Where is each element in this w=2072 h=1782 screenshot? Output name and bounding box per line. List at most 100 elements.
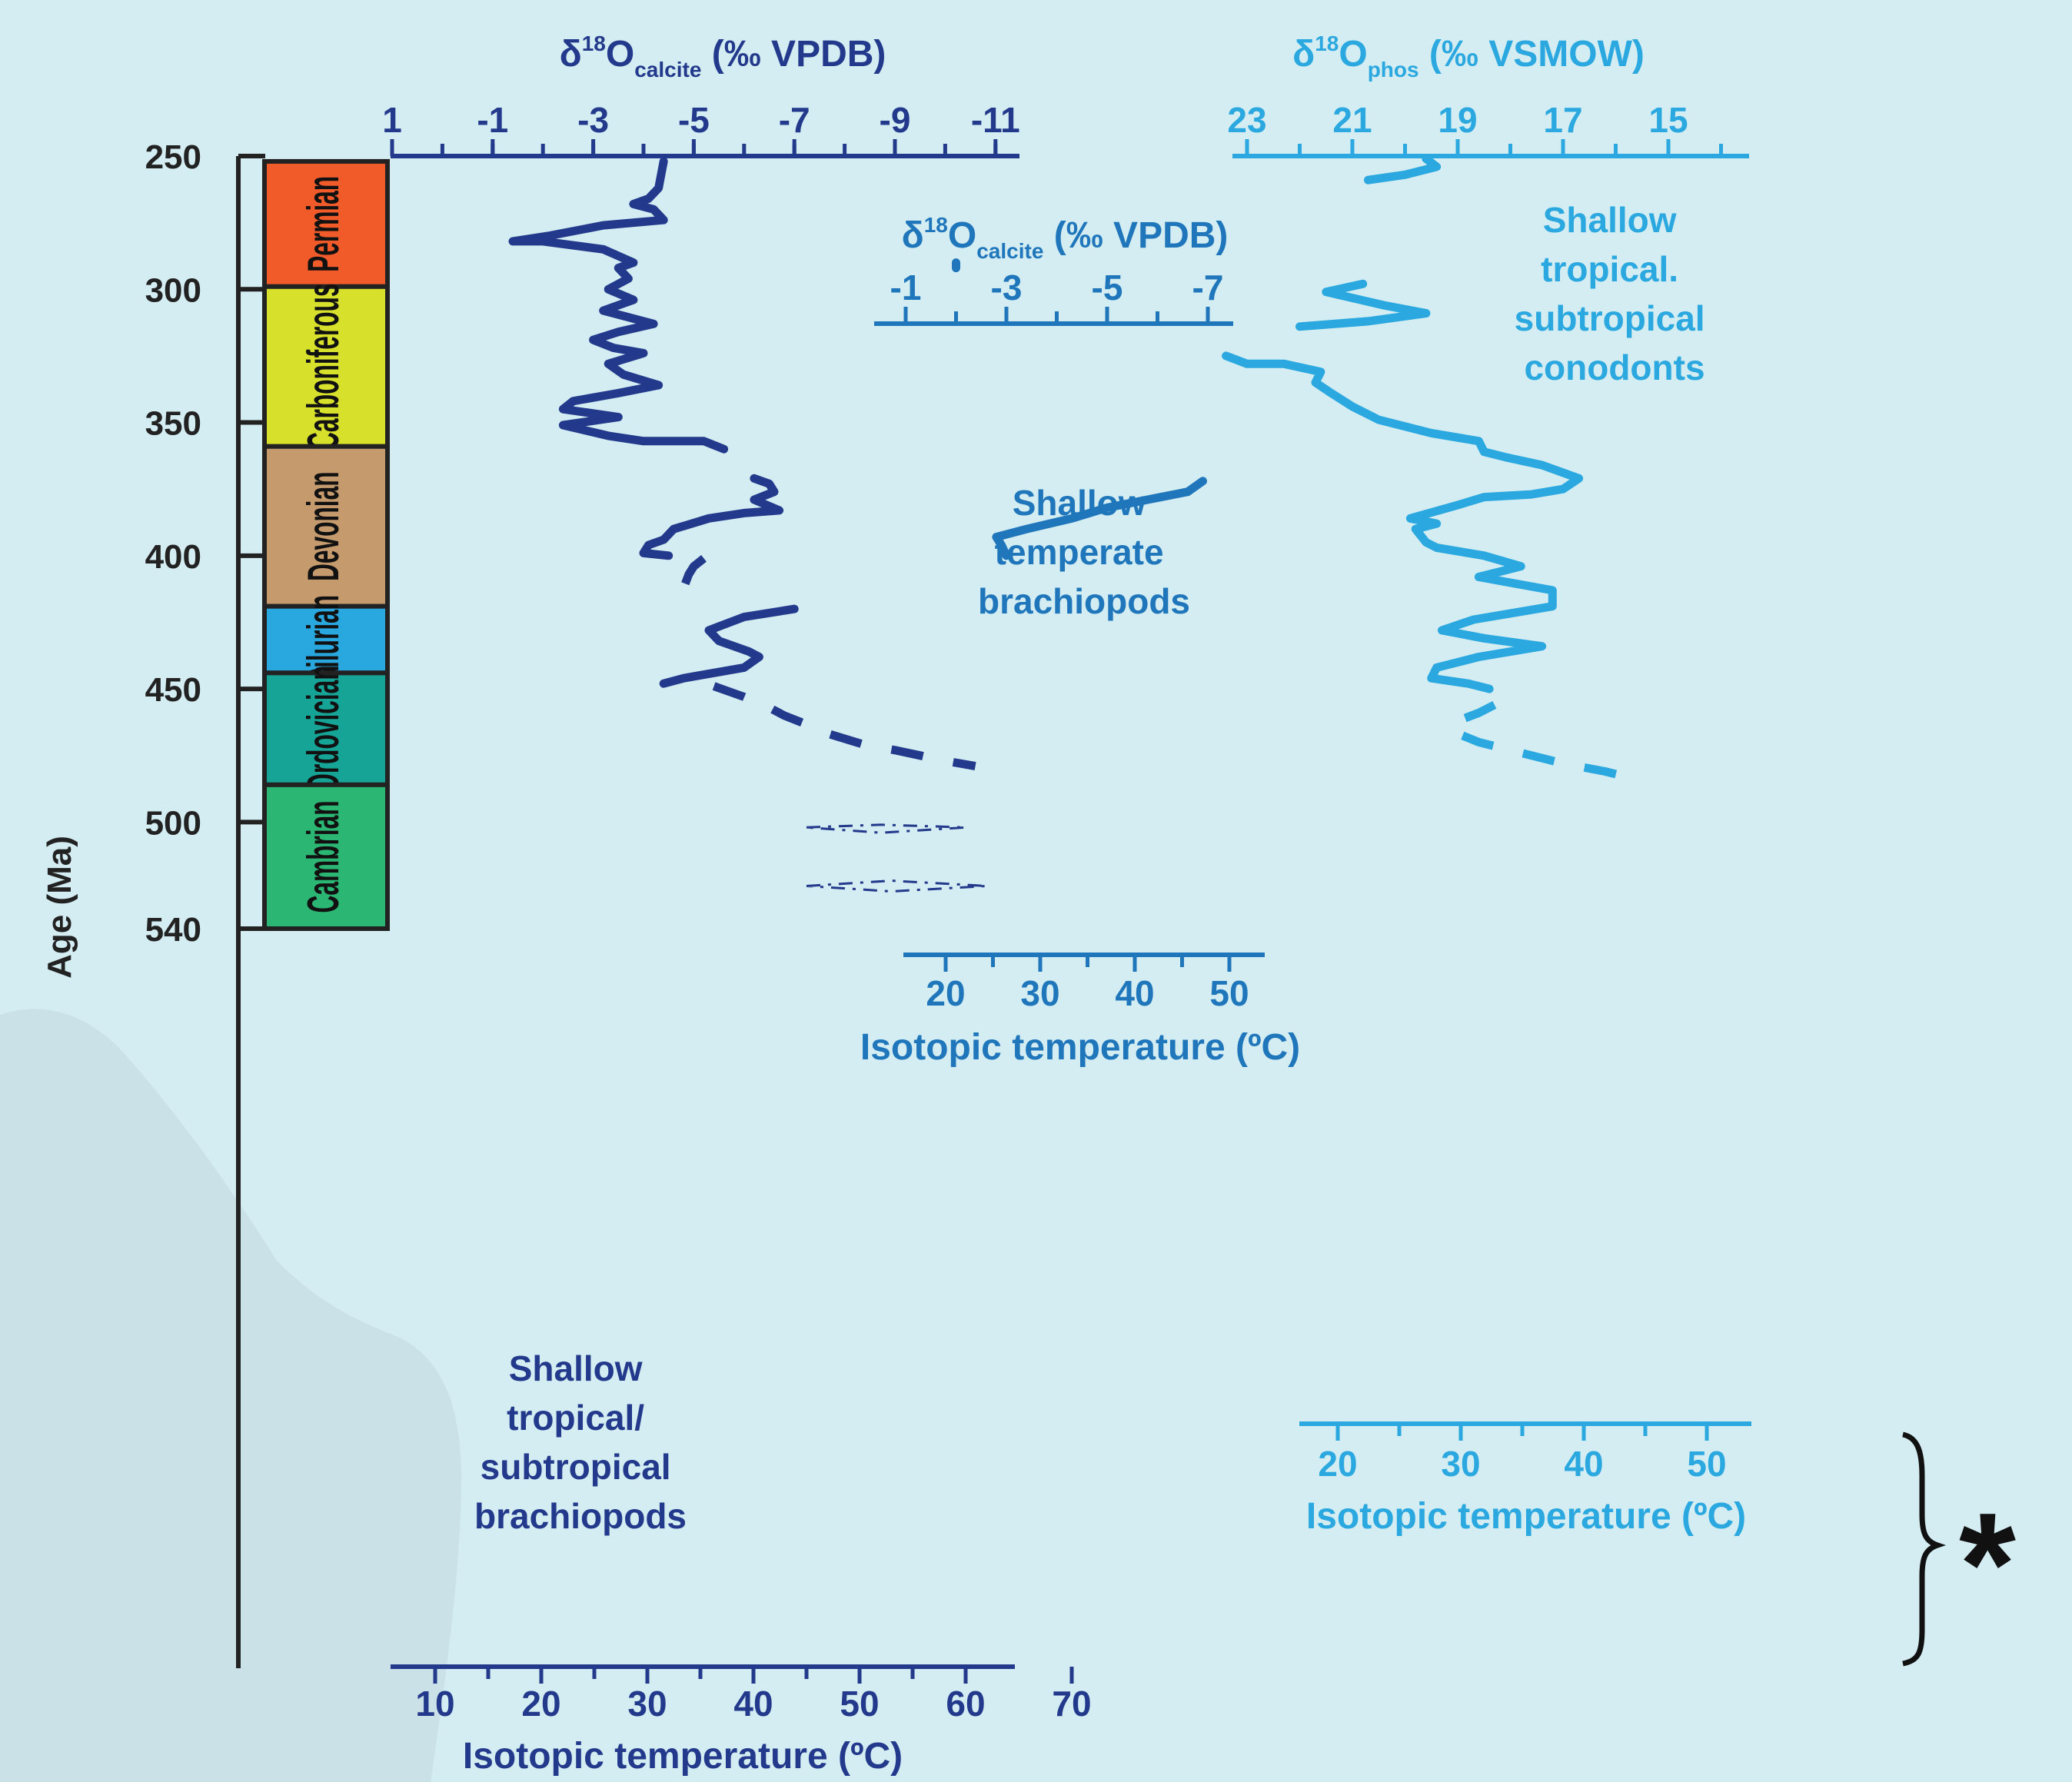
- axis-title-units: (‰ VPDB): [701, 34, 886, 75]
- axis-title-subscript: calcite: [976, 239, 1043, 263]
- tick-label: -3: [577, 100, 609, 140]
- tick-label: -3: [991, 268, 1023, 308]
- tick-label: 30: [627, 1684, 667, 1724]
- cambrian-brace: [1902, 1431, 1947, 1667]
- axis-title: δ18Ocalcite (‰ VPDB): [560, 32, 886, 81]
- tick-label: 40: [733, 1684, 773, 1724]
- axis-title: Isotopic temperature (ºC): [860, 1027, 1300, 1068]
- tick-label: 40: [1115, 973, 1154, 1013]
- tick-label: -1: [890, 268, 922, 308]
- tropical-brachiopods-label: Shallow tropical/ subtropical brachiopod…: [474, 1348, 687, 1536]
- period-label-ordovician: Ordovician: [298, 665, 348, 792]
- period-label-permian: Permian: [298, 176, 348, 272]
- axis-title-subscript: phos: [1368, 58, 1419, 81]
- data-curve-dashed: [1448, 700, 1638, 784]
- tick-label: 50: [1209, 973, 1249, 1013]
- period-label-cambrian: Cambrian: [298, 800, 348, 913]
- age-tick-label: 500: [145, 804, 201, 842]
- data-curve-solid: [508, 157, 729, 454]
- label-line: brachiopods: [978, 581, 1190, 621]
- period-box-ordovician: [262, 670, 390, 787]
- data-curve-dashed: [712, 682, 976, 771]
- axis-title-superscript: 18: [924, 213, 948, 237]
- age-tick-label: 250: [145, 138, 201, 176]
- tick-label: 50: [1687, 1444, 1726, 1484]
- tick-label: -5: [1092, 268, 1123, 308]
- tick-label: -11: [971, 100, 1020, 140]
- tick-label: 20: [926, 973, 965, 1013]
- tick-label: 21: [1332, 100, 1372, 140]
- period-box-permian: [262, 158, 390, 289]
- background-map-silhouette: [0, 1009, 461, 1782]
- data-curve-solid: [1364, 155, 1442, 185]
- temperate-brachiopod-panel: -1 -3 -5 -7 δ18Ocalcite (‰ VPDB) 20 30 40 50 Isot…: [860, 213, 1300, 1068]
- axis-title: δ18Ophos (‰ VSMOW): [1292, 32, 1645, 81]
- conodonts-label: Shallow tropical. subtropical conodonts: [1515, 200, 1715, 387]
- axis-title: Isotopic temperature (ºC): [463, 1736, 903, 1777]
- label-line: tropical.: [1541, 249, 1678, 289]
- label-line: Shallow: [1543, 200, 1677, 240]
- data-curve-dashed: [680, 554, 707, 590]
- label-line: Shallow: [509, 1348, 643, 1388]
- data-curve-solid: [659, 604, 799, 688]
- age-tick-label: 540: [145, 911, 201, 949]
- axis-title-o: O: [1339, 34, 1367, 75]
- period-box-devonian: [262, 444, 390, 609]
- tick-label: 30: [1020, 973, 1059, 1013]
- data-curve-solid: [1295, 279, 1431, 331]
- period-box-cambrian: [262, 782, 390, 931]
- tick-label: 30: [1441, 1444, 1480, 1484]
- age-tick-label: 400: [145, 538, 201, 576]
- axis-title-units: (‰ VPDB): [1043, 215, 1228, 256]
- data-curve-solid: [992, 477, 1207, 560]
- tick-label: 20: [1318, 1444, 1357, 1484]
- tick-label: 40: [1564, 1444, 1603, 1484]
- tick-label: 1: [382, 100, 402, 140]
- label-line: temperate: [995, 532, 1164, 572]
- label-line: subtropical: [481, 1447, 671, 1487]
- tick-label: 19: [1438, 100, 1477, 140]
- axis-title-delta: δ: [1292, 34, 1315, 75]
- period-label-devonian: Devonian: [298, 471, 348, 581]
- axis-title: Isotopic temperature (ºC): [1306, 1496, 1746, 1537]
- period-box-carboniferous: [262, 284, 390, 449]
- tick-label: -5: [678, 100, 710, 140]
- period-column: Permian Carboniferous Devonian SilurianOrdo…: [262, 158, 390, 931]
- axis-title-o: O: [606, 34, 634, 75]
- tick-label: 50: [840, 1684, 879, 1724]
- label-line: brachiopods: [474, 1496, 687, 1536]
- axis-title-delta: δ: [902, 215, 924, 256]
- age-tick-label: 450: [145, 671, 201, 709]
- axis-title-o: O: [948, 215, 976, 256]
- axis-title-superscript: 18: [1315, 32, 1339, 55]
- label-line: Shallow: [1013, 483, 1146, 523]
- data-curve-dash-dot-outline: [806, 823, 967, 834]
- axis-title-delta: δ: [560, 34, 582, 75]
- data-curve-dash-dot-outline: [806, 879, 989, 893]
- age-tick-label: 350: [145, 405, 201, 443]
- tick-label: -7: [1192, 268, 1224, 308]
- tick-label: 70: [1052, 1684, 1091, 1724]
- tick-label: 60: [946, 1684, 985, 1724]
- axis-title-superscript: 18: [582, 32, 606, 55]
- label-line: conodonts: [1524, 347, 1704, 387]
- axis-title-subscript: calcite: [634, 58, 701, 81]
- temperate-brachiopods-label: Shallow temperate brachiopods: [978, 483, 1190, 621]
- tick-label: -7: [779, 100, 810, 140]
- tick-label: 20: [521, 1684, 560, 1724]
- tick-label: 15: [1648, 100, 1688, 140]
- tick-label: 23: [1227, 100, 1266, 140]
- label-line: subtropical: [1515, 298, 1705, 338]
- age-tick-label: 300: [145, 271, 201, 309]
- age-axis: 250 300 350 400 450 500 540: [145, 138, 265, 1668]
- tick-label: 17: [1543, 100, 1582, 140]
- period-label-carboniferous: Carboniferous: [298, 284, 348, 450]
- data-curve-solid: [1222, 351, 1584, 693]
- axis-title: δ18Ocalcite (‰ VPDB): [902, 213, 1229, 263]
- data-curve-solid: [639, 474, 784, 560]
- age-axis-label: Age (Ma): [41, 836, 78, 979]
- label-line: tropical/: [507, 1398, 644, 1438]
